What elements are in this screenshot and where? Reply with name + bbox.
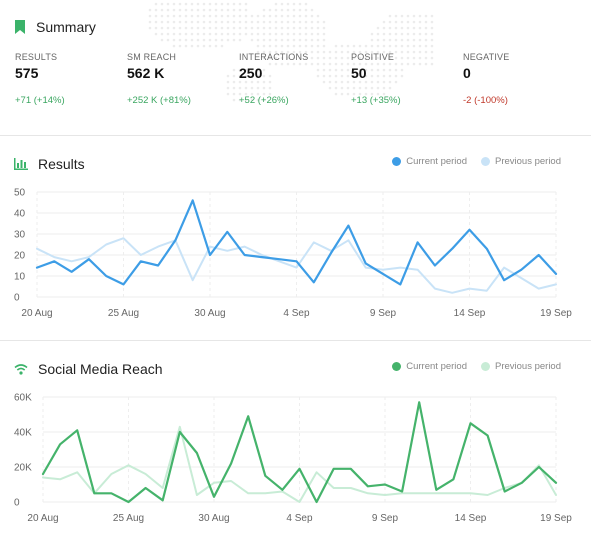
divider <box>0 135 591 136</box>
metric-delta: +13 (+35%) <box>351 95 401 106</box>
reach-title: Social Media Reach <box>38 361 163 377</box>
legend-label: Previous period <box>494 156 561 167</box>
bar-chart-icon <box>14 158 28 170</box>
legend-item-current[interactable]: Current period <box>392 361 467 372</box>
metric-label: SM REACH <box>127 52 177 62</box>
x-tick-label: 25 Aug <box>108 308 139 319</box>
x-tick-label: 4 Sep <box>283 308 310 319</box>
metric-label: POSITIVE <box>351 52 395 62</box>
metric-value: 50 <box>351 65 367 81</box>
legend-label: Current period <box>406 156 467 167</box>
metric-value: 0 <box>463 65 471 81</box>
world-map-background <box>148 2 434 102</box>
x-tick-label: 9 Sep <box>372 513 399 524</box>
x-tick-label: 20 Aug <box>21 308 52 319</box>
metric-positive: POSITIVE 50 +13 (+35%) <box>351 52 401 106</box>
x-tick-label: 14 Sep <box>454 308 486 319</box>
x-tick-label: 19 Sep <box>540 513 572 524</box>
legend-dot-icon <box>480 362 490 371</box>
summary-title: Summary <box>36 19 96 35</box>
y-tick-label: 20K <box>14 463 32 474</box>
y-tick-label: 50 <box>14 188 26 199</box>
metric-results: RESULTS 575 +71 (+14%) <box>15 52 65 106</box>
metric-delta: +52 (+26%) <box>239 95 289 106</box>
y-tick-label: 30 <box>14 230 26 241</box>
metric-label: RESULTS <box>15 52 58 62</box>
x-tick-label: 4 Sep <box>286 513 313 524</box>
metric-value: 250 <box>239 65 263 81</box>
series-line-previous <box>36 237 557 294</box>
summary-metrics: RESULTS 575 +71 (+14%) SM REACH 562 K +252 K … <box>15 52 585 112</box>
x-tick-label: 9 Sep <box>370 308 397 319</box>
y-tick-label: 40K <box>14 428 32 439</box>
x-tick-label: 30 Aug <box>198 513 229 524</box>
metric-delta: +71 (+14%) <box>15 95 65 106</box>
results-title: Results <box>38 156 85 172</box>
metric-delta: -2 (-100%) <box>463 95 508 106</box>
y-tick-label: 20 <box>14 251 26 262</box>
y-tick-label: 60K <box>14 393 32 404</box>
y-tick-label: 10 <box>14 272 26 283</box>
y-tick-label: 0 <box>14 498 20 509</box>
wifi-icon <box>14 364 28 375</box>
y-tick-label: 40 <box>14 209 26 220</box>
x-tick-label: 20 Aug <box>27 513 58 524</box>
reach-legend: Current period Previous period <box>378 361 561 372</box>
metric-label: INTERACTIONS <box>239 52 309 62</box>
x-tick-label: 30 Aug <box>194 308 225 319</box>
bookmark-icon <box>15 20 25 34</box>
legend-dot-icon <box>392 362 402 371</box>
metric-interactions: INTERACTIONS 250 +52 (+26%) <box>239 52 308 106</box>
results-panel: 0 10 20 30 40 50 20 Aug 25 Aug 30 Aug 4 Sep 9 Sep 1… <box>0 136 591 340</box>
legend-item-previous[interactable]: Previous period <box>480 361 561 372</box>
summary-panel: Summary RESULTS 575 +71 (+14%) SM REACH 562 … <box>0 0 591 135</box>
x-tick-label: 19 Sep <box>540 308 572 319</box>
metric-delta: +252 K (+81%) <box>127 95 191 106</box>
metric-value: 575 <box>15 65 39 81</box>
social-media-reach-panel: 0 20K 40K 60K 20 Aug 25 Aug 30 Aug 4 Sep 9 Sep 14… <box>0 341 591 543</box>
summary-header: Summary <box>14 19 96 35</box>
series-line-current <box>41 401 558 504</box>
series-line-current <box>35 199 558 286</box>
legend-label: Current period <box>406 361 467 372</box>
metric-value: 562 K <box>127 65 165 81</box>
results-chart: 0 10 20 30 40 50 20 Aug 25 Aug 30 Aug 4 Sep 9 Sep 1… <box>14 188 572 320</box>
reach-header: Social Media Reach <box>14 361 163 377</box>
x-tick-label: 25 Aug <box>113 513 144 524</box>
legend-dot-icon <box>480 157 490 166</box>
x-tick-label: 14 Sep <box>455 513 487 524</box>
social-media-reach-chart: 0 20K 40K 60K 20 Aug 25 Aug 30 Aug 4 Sep 9 Sep 14… <box>14 393 572 525</box>
series-line-previous <box>42 425 557 503</box>
divider <box>0 340 591 341</box>
y-tick-label: 0 <box>14 293 20 304</box>
metric-label: NEGATIVE <box>463 52 510 62</box>
legend-item-current[interactable]: Current period <box>392 156 467 167</box>
metric-negative: NEGATIVE 0 -2 (-100%) <box>463 52 509 106</box>
legend-item-previous[interactable]: Previous period <box>480 156 561 167</box>
results-legend: Current period Previous period <box>378 156 561 167</box>
legend-dot-icon <box>392 157 402 166</box>
metric-sm-reach: SM REACH 562 K +252 K (+81%) <box>127 52 191 106</box>
results-header: Results <box>14 156 85 172</box>
legend-label: Previous period <box>494 361 561 372</box>
